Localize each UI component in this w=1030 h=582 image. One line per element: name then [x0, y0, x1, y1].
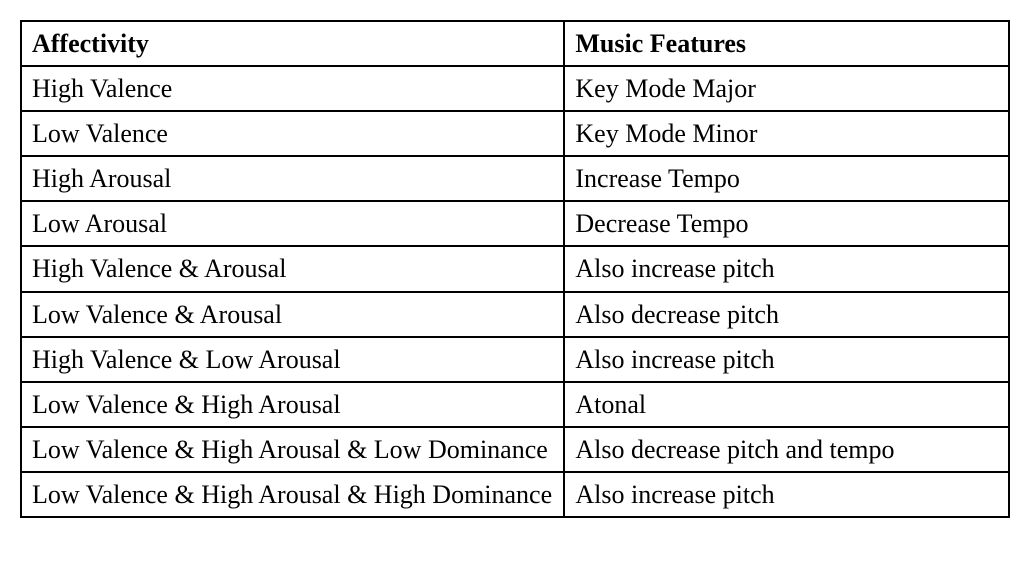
cell-affectivity: Low Valence & Arousal: [21, 292, 564, 337]
cell-music-features: Also increase pitch: [564, 472, 1009, 517]
table-row: High Valence & Low Arousal Also increase…: [21, 337, 1009, 382]
col-header-music-features: Music Features: [564, 21, 1009, 66]
cell-affectivity: Low Valence & High Arousal & High Domina…: [21, 472, 564, 517]
affectivity-music-table: Affectivity Music Features High Valence …: [20, 20, 1010, 518]
table-row: Low Valence & High Arousal Atonal: [21, 382, 1009, 427]
table-row: Low Valence Key Mode Minor: [21, 111, 1009, 156]
cell-music-features: Atonal: [564, 382, 1009, 427]
table-row: High Valence & Arousal Also increase pit…: [21, 246, 1009, 291]
table-row: Low Arousal Decrease Tempo: [21, 201, 1009, 246]
cell-music-features: Also increase pitch: [564, 337, 1009, 382]
cell-affectivity: High Valence & Arousal: [21, 246, 564, 291]
cell-affectivity: Low Arousal: [21, 201, 564, 246]
col-header-affectivity: Affectivity: [21, 21, 564, 66]
cell-affectivity: High Valence: [21, 66, 564, 111]
cell-music-features: Increase Tempo: [564, 156, 1009, 201]
cell-affectivity: Low Valence: [21, 111, 564, 156]
cell-music-features: Key Mode Major: [564, 66, 1009, 111]
cell-music-features: Also decrease pitch and tempo: [564, 427, 1009, 472]
cell-music-features: Also increase pitch: [564, 246, 1009, 291]
cell-music-features: Also decrease pitch: [564, 292, 1009, 337]
cell-music-features: Key Mode Minor: [564, 111, 1009, 156]
cell-affectivity: High Arousal: [21, 156, 564, 201]
table-row: Low Valence & High Arousal & High Domina…: [21, 472, 1009, 517]
table-row: Low Valence & Arousal Also decrease pitc…: [21, 292, 1009, 337]
cell-affectivity: Low Valence & High Arousal: [21, 382, 564, 427]
table-row: Low Valence & High Arousal & Low Dominan…: [21, 427, 1009, 472]
table-row: High Valence Key Mode Major: [21, 66, 1009, 111]
cell-affectivity: High Valence & Low Arousal: [21, 337, 564, 382]
cell-affectivity: Low Valence & High Arousal & Low Dominan…: [21, 427, 564, 472]
table-header-row: Affectivity Music Features: [21, 21, 1009, 66]
cell-music-features: Decrease Tempo: [564, 201, 1009, 246]
table-row: High Arousal Increase Tempo: [21, 156, 1009, 201]
